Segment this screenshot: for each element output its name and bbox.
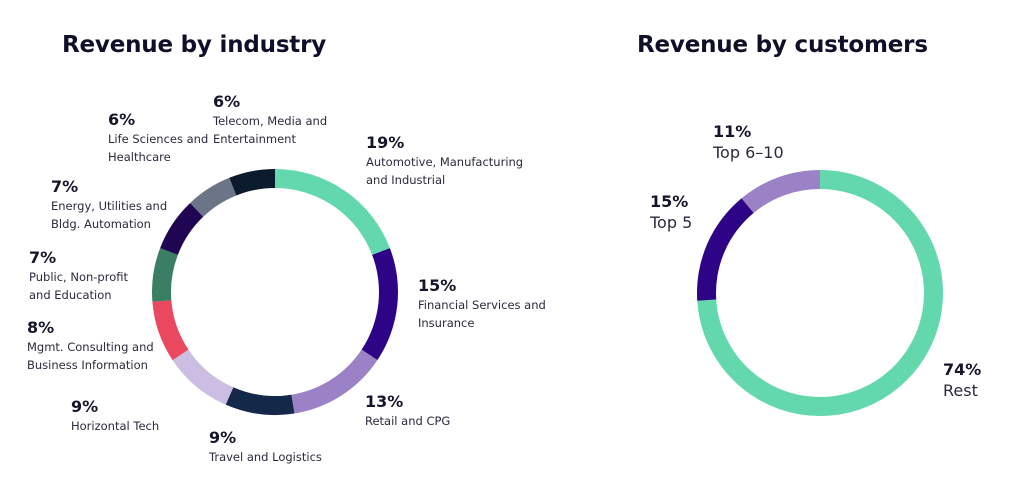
slice-label-horizontal-tech: 9% Horizontal Tech [71, 397, 159, 435]
slice-name-line: Entertainment [213, 132, 296, 146]
slice-name-line: and Industrial [366, 173, 446, 187]
donut-slice-top-5 [697, 198, 754, 301]
slice-label-automotive: 19% Automotive, Manufacturing and Indust… [366, 133, 523, 189]
slice-label-financial: 15% Financial Services and Insurance [418, 276, 546, 332]
slice-pct: 15% [418, 276, 457, 295]
donut-slice-retail-and-cpg [291, 349, 378, 414]
slice-pct: 13% [365, 392, 404, 411]
slice-name-line: Healthcare [108, 150, 171, 164]
chart-title-customers: Revenue by customers [637, 32, 928, 58]
slice-pct: 9% [209, 428, 237, 447]
donut-slice-horizontal-tech [172, 349, 234, 405]
slice-name-line: Automotive, Manufacturing [366, 155, 524, 169]
slice-pct: 7% [29, 248, 57, 267]
slice-label-rest: 74% Rest [943, 360, 981, 402]
slice-name-line: Life Sciences and [108, 132, 209, 146]
slice-label-top5: 15% Top 5 [650, 192, 692, 234]
slice-label-life-sciences: 6% Life Sciences and Healthcare [108, 110, 208, 166]
donut-slice-automotive-manufacturing-and-industrial [275, 169, 390, 255]
slice-pct: 8% [27, 318, 55, 337]
slice-name-line: Business Information [27, 358, 148, 372]
donut-customers [697, 170, 943, 417]
slice-label-top6-10: 11% Top 6–10 [713, 122, 784, 164]
donut-slice-energy-utilities-and-bldg-automation [160, 202, 204, 255]
slice-name-line: Insurance [418, 316, 475, 330]
slice-pct: 9% [71, 397, 99, 416]
slice-name-line: Public, Non-profit [29, 270, 128, 284]
donut-slice-public-non-profit-and-education [152, 248, 178, 302]
slice-label-travel: 9% Travel and Logistics [209, 428, 322, 466]
donut-slice-travel-and-logistics [225, 387, 295, 415]
slice-name-line: Energy, Utilities and [51, 199, 168, 213]
slice-pct: 19% [366, 133, 405, 152]
slice-name-line: and Education [29, 288, 112, 302]
slice-pct: 11% [713, 122, 752, 141]
donut-slice-telecom-media-and-entertainment [229, 169, 275, 196]
slice-name-line: Top 6–10 [713, 143, 784, 162]
slice-pct: 15% [650, 192, 689, 211]
slice-name-line: Financial Services and [418, 298, 546, 312]
chart-title-industry: Revenue by industry [62, 32, 327, 58]
slice-name-line: Telecom, Media and [213, 114, 328, 128]
slice-label-telecom: 6% Telecom, Media and Entertainment [213, 92, 327, 148]
donut-slice-life-sciences-and-healthcare [190, 177, 237, 217]
slice-pct: 6% [108, 110, 136, 129]
slice-label-energy: 7% Energy, Utilities and Bldg. Automatio… [51, 177, 167, 233]
donut-slice-financial-services-and-insurance [361, 248, 398, 361]
slice-label-mgmt-consulting: 8% Mgmt. Consulting and Business Informa… [27, 318, 154, 374]
slice-name-line: Top 5 [650, 213, 693, 232]
slice-name-line: Mgmt. Consulting and [27, 340, 154, 354]
slice-name-line: Rest [943, 381, 978, 400]
slice-pct: 6% [213, 92, 241, 111]
slice-label-retail: 13% Retail and CPG [365, 392, 450, 430]
slice-name-line: Travel and Logistics [209, 450, 322, 464]
slice-name-line: Bldg. Automation [51, 217, 151, 231]
slice-pct: 74% [943, 360, 982, 379]
donut-industry [152, 169, 398, 415]
slice-label-public: 7% Public, Non-profit and Education [29, 248, 128, 304]
donut-slice-top-6-10 [741, 170, 820, 213]
slice-name-line: Retail and CPG [365, 414, 451, 428]
slice-pct: 7% [51, 177, 79, 196]
slice-name-line: Horizontal Tech [71, 419, 160, 433]
donut-slice-mgmt-consulting-and-business-information [152, 300, 189, 361]
